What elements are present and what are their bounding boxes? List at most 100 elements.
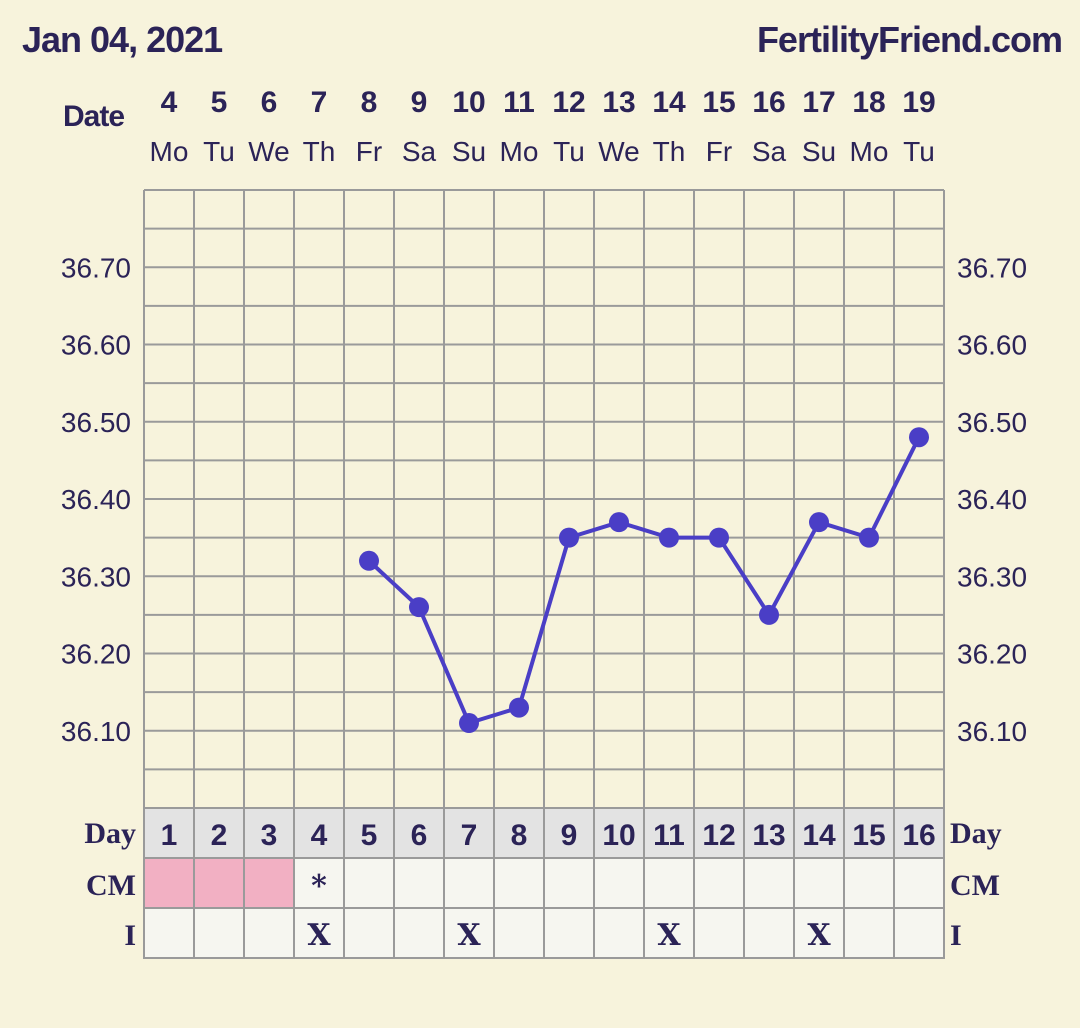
intercourse-cell: [743, 907, 795, 959]
temperature-point: [659, 527, 679, 548]
cycle-day: 2: [211, 819, 228, 852]
cm-cell: [343, 857, 395, 909]
cycle-day: 15: [852, 819, 885, 852]
chart-date: Jan 04, 2021: [22, 19, 223, 60]
intercourse-cell: [143, 907, 195, 959]
date-label: 7: [311, 86, 328, 119]
date-label: 15: [702, 86, 735, 119]
y-tick-right: 36.60: [957, 330, 1027, 361]
cm-cell: [793, 857, 845, 909]
intercourse-cell: [293, 907, 345, 959]
date-label: 9: [411, 86, 428, 119]
intercourse-cell: [643, 907, 695, 959]
cm-row-label-left: CM: [86, 869, 136, 902]
date-label: 4: [161, 86, 178, 119]
y-tick-right: 36.50: [957, 407, 1027, 438]
y-tick-left: 36.50: [61, 407, 131, 438]
weekday-label: We: [248, 136, 290, 167]
cm-cell: [143, 857, 195, 909]
cycle-day: 5: [361, 819, 378, 852]
intercourse-cell: [443, 907, 495, 959]
day-cell: [443, 807, 495, 859]
temperature-point: [559, 527, 579, 548]
site-name: FertilityFriend.com: [757, 19, 1062, 60]
cycle-day: 9: [561, 819, 578, 852]
day-cell: [593, 807, 645, 859]
temperature-point: [509, 697, 529, 718]
y-tick-left: 36.60: [61, 330, 131, 361]
day-cell: [693, 807, 745, 859]
cycle-day: 14: [802, 819, 836, 852]
cycle-day: 1: [161, 819, 178, 852]
date-axis-label: Date: [63, 100, 124, 133]
weekday-label: Th: [653, 136, 686, 167]
cycle-day: 6: [411, 819, 428, 852]
intercourse-cell: [493, 907, 545, 959]
day-row-label-left: Day: [84, 817, 136, 850]
date-label: 13: [602, 86, 635, 119]
weekday-label: Fr: [706, 136, 732, 167]
date-label: 11: [503, 86, 535, 119]
intercourse-marker: X: [457, 918, 481, 953]
date-label: 12: [552, 86, 585, 119]
cm-cell: [243, 857, 295, 909]
intercourse-cell: [543, 907, 595, 959]
temperature-point: [909, 427, 929, 448]
date-label: 19: [902, 86, 935, 119]
y-tick-left: 36.20: [61, 639, 131, 670]
intercourse-cell: [843, 907, 895, 959]
weekday-label: Fr: [356, 136, 382, 167]
cm-cell: [543, 857, 595, 909]
intercourse-marker: X: [307, 918, 331, 953]
cm-cell: [393, 857, 445, 909]
cycle-day: 7: [461, 819, 478, 852]
weekday-label: Mo: [500, 136, 539, 167]
day-cell: [793, 807, 845, 859]
intercourse-cell: [193, 907, 245, 959]
cm-cell: [443, 857, 495, 909]
cm-cell: [893, 857, 945, 909]
intercourse-cell: [893, 907, 945, 959]
cycle-day: 4: [311, 819, 328, 852]
cm-cell: [843, 857, 895, 909]
date-label: 10: [452, 86, 485, 119]
y-tick-right: 36.30: [957, 561, 1027, 592]
intercourse-row-label-right: I: [950, 919, 962, 952]
cycle-day: 16: [902, 819, 935, 852]
y-tick-left: 36.10: [61, 716, 131, 747]
date-label: 14: [652, 86, 686, 119]
date-label: 18: [852, 86, 885, 119]
day-cell: [143, 807, 195, 859]
cm-cell: [693, 857, 745, 909]
intercourse-cell: [593, 907, 645, 959]
weekday-label: Tu: [903, 136, 935, 167]
temperature-point: [709, 527, 729, 548]
weekday-label: Sa: [752, 136, 787, 167]
temperature-point: [859, 527, 879, 548]
weekday-label: Sa: [402, 136, 437, 167]
cm-marker: *: [311, 869, 327, 904]
intercourse-row-label-left: I: [124, 919, 136, 952]
date-label: 5: [211, 86, 228, 119]
y-tick-left: 36.70: [61, 252, 131, 283]
day-cell: [493, 807, 545, 859]
intercourse-cell: [693, 907, 745, 959]
y-tick-right: 36.70: [957, 252, 1027, 283]
weekday-label: Su: [802, 136, 836, 167]
y-tick-left: 36.40: [61, 484, 131, 515]
cycle-day: 12: [702, 819, 735, 852]
cm-cell: [293, 857, 345, 909]
intercourse-marker: X: [807, 918, 831, 953]
y-tick-right: 36.20: [957, 639, 1027, 670]
temperature-point: [459, 713, 479, 734]
cycle-day: 3: [261, 819, 278, 852]
day-cell: [343, 807, 395, 859]
cycle-day: 8: [511, 819, 528, 852]
intercourse-cell: [243, 907, 295, 959]
weekday-label: We: [598, 136, 640, 167]
date-label: 17: [802, 86, 835, 119]
temperature-point: [359, 550, 379, 571]
day-cell: [893, 807, 945, 859]
day-row-label-right: Day: [950, 817, 1002, 850]
cycle-day: 10: [602, 819, 635, 852]
